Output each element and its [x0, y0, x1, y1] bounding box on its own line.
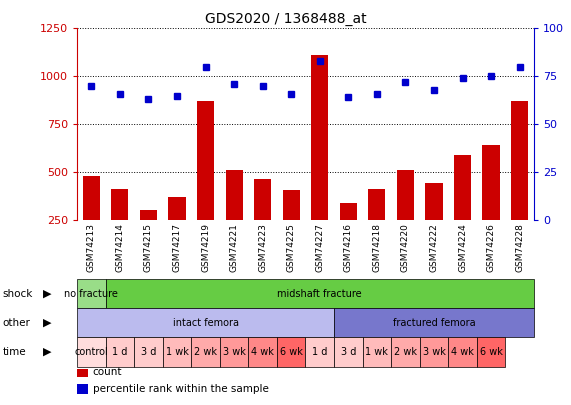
Bar — [77, 308, 334, 337]
Text: GSM74223: GSM74223 — [258, 223, 267, 272]
Text: GSM74215: GSM74215 — [144, 223, 153, 272]
Bar — [197, 101, 214, 269]
Bar — [83, 176, 100, 269]
Bar — [163, 337, 191, 367]
Text: GSM74220: GSM74220 — [401, 223, 410, 272]
Text: GSM74222: GSM74222 — [429, 223, 439, 272]
Text: 3 wk: 3 wk — [223, 347, 246, 357]
Bar — [305, 337, 334, 367]
Text: other: other — [3, 318, 31, 328]
Text: GSM74214: GSM74214 — [115, 223, 124, 272]
Text: 1 d: 1 d — [312, 347, 327, 357]
Bar — [168, 197, 186, 269]
Bar — [226, 171, 243, 269]
Bar — [77, 367, 89, 377]
Bar — [140, 210, 157, 269]
Bar — [106, 337, 134, 367]
Text: control: control — [74, 347, 108, 357]
Bar — [248, 337, 277, 367]
Bar — [334, 308, 534, 337]
Bar — [454, 155, 471, 269]
Text: 2 wk: 2 wk — [394, 347, 417, 357]
Text: fractured femora: fractured femora — [393, 318, 475, 328]
Bar — [448, 337, 477, 367]
Text: 4 wk: 4 wk — [251, 347, 274, 357]
Text: no fracture: no fracture — [65, 289, 118, 298]
Bar — [220, 337, 248, 367]
Text: 1 wk: 1 wk — [365, 347, 388, 357]
Bar — [425, 183, 443, 269]
Bar — [77, 384, 89, 394]
Text: ▶: ▶ — [43, 347, 51, 357]
Bar — [340, 203, 357, 269]
Bar — [311, 55, 328, 269]
Text: GSM74218: GSM74218 — [372, 223, 381, 272]
Bar — [420, 337, 448, 367]
Text: GSM74219: GSM74219 — [201, 223, 210, 272]
Text: GSM74221: GSM74221 — [230, 223, 239, 272]
Text: 1 d: 1 d — [112, 347, 127, 357]
Text: midshaft fracture: midshaft fracture — [278, 289, 362, 298]
Bar — [191, 337, 220, 367]
Bar — [397, 171, 414, 269]
Bar — [277, 337, 305, 367]
Text: count: count — [93, 367, 122, 377]
Text: GDS2020 / 1368488_at: GDS2020 / 1368488_at — [204, 12, 367, 26]
Bar — [334, 337, 363, 367]
Text: GSM74216: GSM74216 — [344, 223, 353, 272]
Text: 1 wk: 1 wk — [166, 347, 188, 357]
Text: percentile rank within the sample: percentile rank within the sample — [93, 384, 268, 394]
Text: shock: shock — [3, 289, 33, 298]
Bar — [511, 101, 528, 269]
Bar — [77, 279, 106, 308]
Text: 3 d: 3 d — [141, 347, 156, 357]
Text: 3 wk: 3 wk — [423, 347, 445, 357]
Bar — [134, 337, 163, 367]
Bar — [363, 337, 391, 367]
Text: GSM74217: GSM74217 — [172, 223, 182, 272]
Bar — [77, 337, 106, 367]
Bar — [482, 145, 500, 269]
Bar — [368, 189, 385, 269]
Text: 4 wk: 4 wk — [451, 347, 474, 357]
Text: GSM74225: GSM74225 — [287, 223, 296, 272]
Bar — [111, 189, 128, 269]
Text: GSM74228: GSM74228 — [515, 223, 524, 272]
Text: GSM74226: GSM74226 — [486, 223, 496, 272]
Text: intact femora: intact femora — [172, 318, 239, 328]
Text: GSM74224: GSM74224 — [458, 223, 467, 272]
Text: time: time — [3, 347, 26, 357]
Bar — [283, 190, 300, 269]
Text: 6 wk: 6 wk — [280, 347, 303, 357]
Text: ▶: ▶ — [43, 289, 51, 298]
Text: 3 d: 3 d — [341, 347, 356, 357]
Bar — [391, 337, 420, 367]
Text: 6 wk: 6 wk — [480, 347, 502, 357]
Bar — [477, 337, 505, 367]
Text: 2 wk: 2 wk — [194, 347, 217, 357]
Bar — [254, 179, 271, 269]
Text: ▶: ▶ — [43, 318, 51, 328]
Text: GSM74213: GSM74213 — [87, 223, 96, 272]
Text: GSM74227: GSM74227 — [315, 223, 324, 272]
